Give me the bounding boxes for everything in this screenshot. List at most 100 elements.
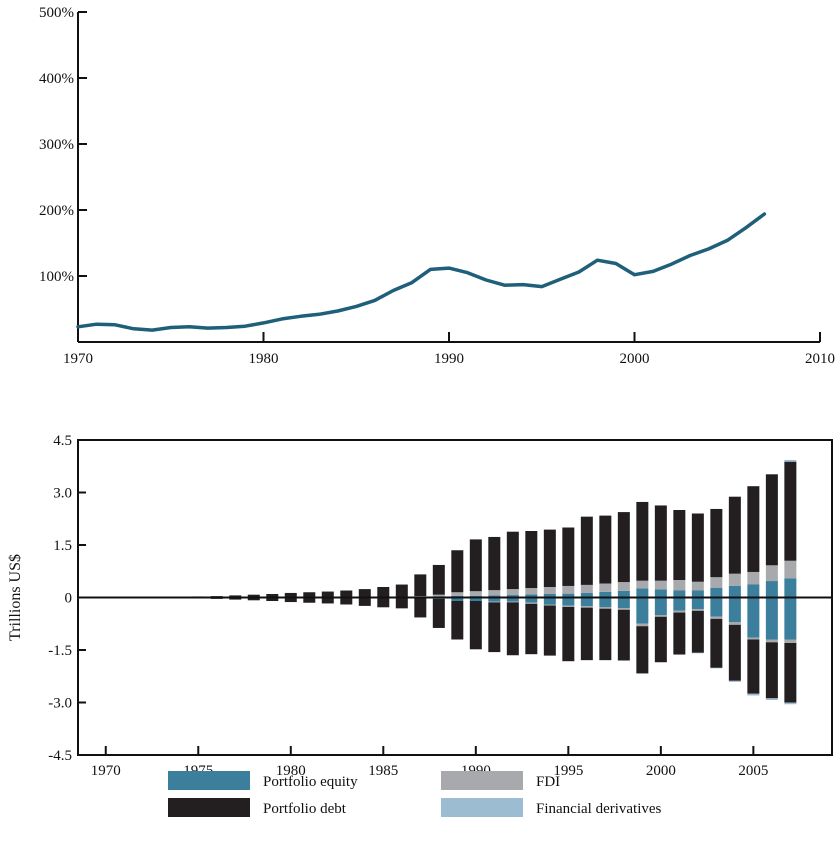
bar-portfolio-equity-positive [710,587,723,598]
bar-portfolio-equity-positive [543,594,556,598]
bar-fdi-positive [451,592,464,596]
bar-portfolio-debt-positive [765,474,778,566]
bar-fdi-negative [654,615,667,617]
bottom-x-tick-label: 1995 [553,763,583,779]
bar-portfolio-debt-negative [765,642,778,699]
bar-financial-derivatives-negative [710,667,723,669]
bar-portfolio-debt-positive [784,461,797,561]
bar-portfolio-equity-negative [451,597,464,601]
bar-portfolio-debt-negative [303,597,316,603]
bar-portfolio-debt-positive [321,591,334,598]
bar-portfolio-debt-positive [691,513,704,582]
bar-fdi-positive [728,573,741,586]
bottom-x-tick-label: 1980 [276,763,306,779]
bar-fdi-positive [525,588,538,595]
bottom-y-tick-label: -1.5 [48,643,72,659]
bar-fdi-positive [710,577,723,588]
bar-fdi-positive [580,584,593,593]
bar-fdi-negative [636,623,649,627]
bar-portfolio-equity-positive [728,585,741,598]
bar-portfolio-debt-positive [636,501,649,581]
bar-portfolio-debt-positive [432,564,445,595]
bar-portfolio-debt-positive [395,584,408,597]
legend-label-fdi: FDI [536,774,560,790]
bar-portfolio-debt-positive [266,594,279,598]
bar-portfolio-debt-negative [469,601,482,650]
bar-portfolio-debt-positive [340,590,353,598]
bar-portfolio-debt-negative [377,597,390,608]
bottom-y-tick-label: 4.5 [53,433,72,449]
bar-fdi-negative [488,601,501,603]
bar-portfolio-equity-positive [654,589,667,598]
bar-portfolio-equity-negative [469,597,482,601]
bar-portfolio-debt-positive [525,531,538,589]
bottom-y-tick-label: -4.5 [48,748,72,764]
bar-portfolio-equity-negative [543,597,556,605]
top-y-tick-label: 400% [39,71,74,87]
bar-portfolio-equity-negative [617,597,630,608]
bar-portfolio-equity-positive [691,590,704,598]
bar-portfolio-equity-positive [673,590,686,598]
bar-portfolio-debt-negative [543,605,556,656]
bar-portfolio-debt-positive [673,510,686,580]
bottom-y-tick-label: -3.0 [48,696,72,712]
bar-portfolio-debt-positive [747,486,760,572]
bar-portfolio-debt-negative [599,608,612,661]
bar-portfolio-equity-positive [784,578,797,598]
bar-portfolio-equity-negative [654,597,667,615]
bar-financial-derivatives-positive [784,459,797,462]
bottom-x-tick-label: 1970 [91,763,121,779]
bar-portfolio-debt-negative [747,639,760,694]
top-y-tick-label: 100% [39,269,74,285]
bar-fdi-positive [599,583,612,592]
bar-portfolio-debt-positive [543,529,556,587]
bar-portfolio-equity-negative [488,597,501,602]
bottom-bar-chart: 4.53.01.50-1.5-3.0-4.5197019751980198519… [7,433,833,779]
bar-fdi-negative [599,607,612,609]
bar-fdi-positive [654,580,667,590]
bar-portfolio-debt-negative [247,597,260,601]
bar-portfolio-debt-positive [414,574,427,597]
bar-portfolio-debt-positive [284,592,297,598]
bar-fdi-negative [765,639,778,643]
bar-portfolio-equity-negative [747,597,760,638]
bar-portfolio-equity-negative [580,597,593,607]
bar-fdi-positive [432,594,445,597]
legend-swatch-portfolio-debt [168,798,250,817]
bar-portfolio-equity-positive [765,581,778,598]
bar-fdi-positive [691,581,704,591]
bar-portfolio-equity-positive [506,595,519,598]
bar-portfolio-debt-positive [377,587,390,598]
bar-fdi-negative [710,616,723,619]
bar-portfolio-equity-negative [599,597,612,608]
bottom-y-tick-label: 3.0 [53,486,72,502]
bar-portfolio-equity-negative [765,597,778,640]
bar-fdi-negative [525,602,538,604]
bar-portfolio-debt-negative [691,610,704,653]
bar-portfolio-debt-negative [451,601,464,640]
legend-swatch-financial-derivatives [441,798,523,817]
bar-portfolio-debt-negative [414,598,427,618]
bar-fdi-negative [580,606,593,608]
bar-financial-derivatives-negative [691,652,704,654]
bar-fdi-negative [617,608,630,610]
bar-portfolio-equity-positive [580,592,593,598]
bottom-x-tick-label: 2000 [646,763,676,779]
bar-portfolio-debt-negative [284,597,297,603]
top-x-tick-label: 1980 [249,351,279,367]
bar-fdi-positive [469,591,482,596]
legend-label-portfolio-debt: Portfolio debt [263,801,347,817]
top-x-tick-label: 2010 [805,351,835,367]
bar-portfolio-debt-positive [488,536,501,591]
bottom-y-axis-title: Trillions US$ [7,554,24,641]
bar-fdi-positive [747,571,760,585]
bar-portfolio-debt-negative [488,602,501,653]
bar-portfolio-debt-negative [321,597,334,604]
top-x-tick-label: 2000 [620,351,650,367]
bottom-y-tick-label: 1.5 [53,538,72,554]
top-y-tick-label: 200% [39,203,74,219]
bar-portfolio-equity-negative [710,597,723,617]
bar-portfolio-debt-positive [303,592,316,598]
bar-fdi-positive [673,580,686,591]
bar-portfolio-debt-negative [340,597,353,605]
